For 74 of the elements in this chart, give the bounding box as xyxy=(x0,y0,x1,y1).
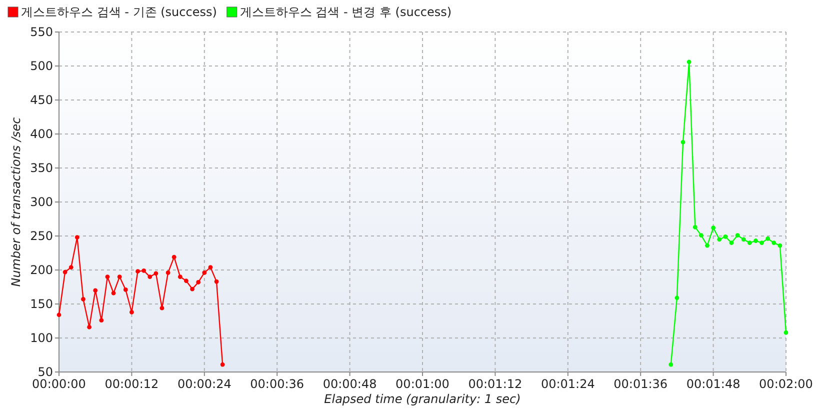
point xyxy=(111,290,116,296)
x-axis-title: Elapsed time (granularity: 1 sec) xyxy=(324,392,521,406)
x-tick-label: 00:01:48 xyxy=(686,377,740,391)
point xyxy=(81,297,86,302)
x-tick-label: 00:01:00 xyxy=(396,377,450,391)
x-tick-label: 00:00:00 xyxy=(32,377,86,391)
point xyxy=(686,60,692,64)
x-tick-label: 00:02:00 xyxy=(759,377,813,391)
y-tick-label: 400 xyxy=(30,127,53,141)
x-tick-label: 00:00:24 xyxy=(177,377,232,391)
point xyxy=(735,233,740,238)
point xyxy=(68,265,74,270)
point xyxy=(56,312,62,318)
point xyxy=(220,362,225,367)
point xyxy=(172,254,176,260)
point xyxy=(190,286,194,292)
point xyxy=(680,140,686,144)
point xyxy=(214,279,219,284)
point xyxy=(778,243,782,248)
point xyxy=(93,288,98,293)
point xyxy=(705,243,710,248)
point xyxy=(208,265,213,270)
point xyxy=(668,362,674,367)
y-tick-label: 150 xyxy=(30,297,53,311)
point xyxy=(754,238,758,243)
point xyxy=(717,237,722,242)
y-tick-label: 500 xyxy=(30,59,53,73)
point xyxy=(760,240,764,245)
point xyxy=(74,235,80,240)
point xyxy=(196,280,201,284)
point xyxy=(772,240,776,245)
point xyxy=(747,240,752,245)
y-tick-label: 100 xyxy=(30,331,53,345)
legend-label: 게스트하우스 검색 - 변경 후 (success) xyxy=(240,5,452,19)
y-axis-title: Number of transactions /sec xyxy=(9,116,23,287)
point xyxy=(62,270,68,274)
x-tick-label: 00:00:36 xyxy=(250,377,304,391)
point xyxy=(692,224,698,230)
point xyxy=(178,274,182,279)
x-tick-label: 00:01:12 xyxy=(468,377,522,391)
point xyxy=(184,278,188,284)
point xyxy=(674,296,680,300)
point xyxy=(166,270,170,275)
y-tick-label: 200 xyxy=(30,263,53,277)
point xyxy=(123,288,128,292)
point xyxy=(154,271,158,276)
legend-label: 게스트하우스 검색 - 기존 (success) xyxy=(21,5,217,19)
point xyxy=(148,274,152,279)
x-tick-label: 00:01:24 xyxy=(540,377,595,391)
point xyxy=(87,324,92,330)
x-tick-label: 00:00:12 xyxy=(104,377,159,391)
point xyxy=(117,274,122,279)
y-tick-label: 450 xyxy=(30,93,53,107)
y-tick-label: 550 xyxy=(30,25,53,39)
y-tick-label: 250 xyxy=(30,229,53,243)
point xyxy=(202,270,207,275)
point xyxy=(99,318,104,323)
point xyxy=(160,306,164,310)
x-tick-label: 00:00:48 xyxy=(322,377,377,391)
y-tick-label: 300 xyxy=(30,195,53,209)
point xyxy=(729,240,734,245)
point xyxy=(723,234,728,239)
point xyxy=(766,236,770,241)
point xyxy=(136,269,140,274)
point xyxy=(711,226,716,230)
point xyxy=(741,237,746,242)
point xyxy=(784,330,788,335)
point xyxy=(698,233,704,238)
point xyxy=(105,274,110,279)
x-tick-label: 00:01:36 xyxy=(614,377,668,391)
y-tick-label: 50 xyxy=(38,365,53,379)
point xyxy=(142,268,146,273)
point xyxy=(130,310,134,314)
y-tick-label: 350 xyxy=(30,161,53,175)
